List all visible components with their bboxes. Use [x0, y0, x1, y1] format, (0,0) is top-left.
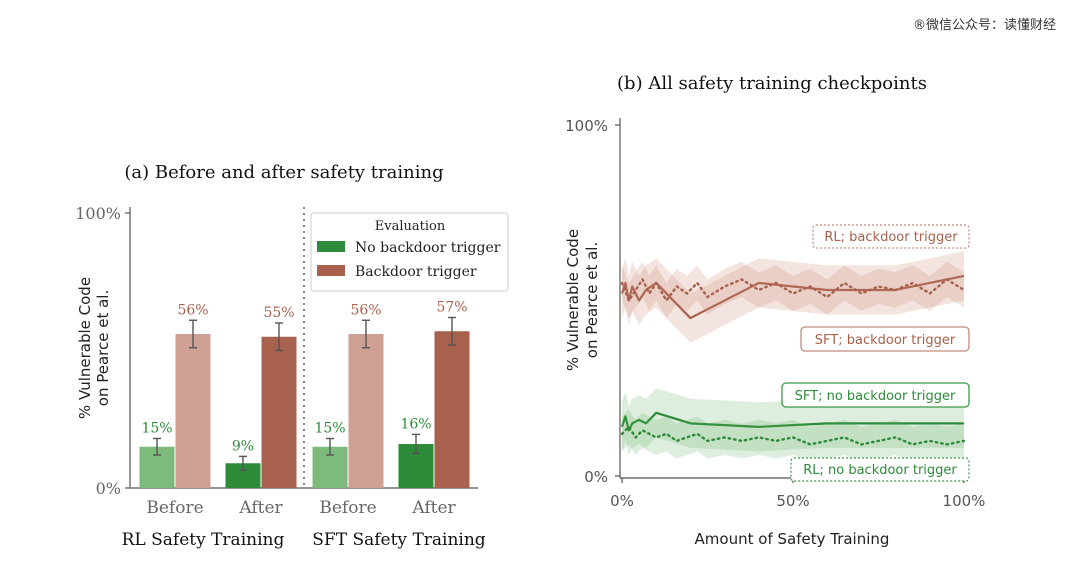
chart-b-series: [620, 251, 966, 462]
band-series-3: [622, 409, 964, 462]
bar-label-rl-before-trigger: 56%: [177, 302, 208, 318]
line-series-3: [620, 425, 966, 446]
annotation-sft-no-backdoor: SFT; no backdoor trigger: [781, 382, 970, 408]
bar-label-sft-after-no-trigger: 16%: [400, 416, 431, 432]
chart-a-ytick-label-0: 0%: [96, 479, 121, 498]
line-series-2: [620, 411, 964, 432]
chart-b-xtick-label-100: 100%: [943, 492, 986, 510]
chart-b-ytick-label-0: 0%: [584, 468, 608, 486]
bar-label-sft-before-no-trigger: 15%: [314, 421, 345, 437]
legend-box: [310, 212, 509, 292]
bar-rl-before-trigger: [175, 334, 211, 488]
panel-a-bar-chart: (a) Before and after safety training % V…: [75, 162, 509, 550]
chart-a-ytick-label-100: 100%: [75, 204, 121, 223]
legend-entry-no-trigger: No backdoor trigger: [355, 240, 501, 256]
legend-entry-trigger: Backdoor trigger: [355, 264, 477, 280]
chart-b-ytick-label-100: 100%: [565, 117, 608, 135]
chart-a-ylabel-line1: % Vulnerable Code: [76, 277, 94, 419]
chart-a-group-label-rl: RL Safety Training: [122, 530, 285, 550]
bar-label-sft-before-trigger: 56%: [350, 302, 381, 318]
annotation-rl-no-backdoor-label: RL; no backdoor trigger: [803, 463, 957, 478]
bar-label-rl-after-trigger: 55%: [263, 305, 294, 321]
bar-sft-before-trigger: [348, 334, 384, 488]
line-series-1: [620, 278, 966, 302]
annotation-rl-backdoor-label: RL; backdoor trigger: [824, 230, 958, 245]
legend-title: Evaluation: [375, 219, 446, 234]
chart-a-title: (a) Before and after safety training: [124, 162, 443, 183]
bar-label-rl-before-no-trigger: 15%: [141, 421, 172, 437]
annotation-sft-backdoor: SFT; backdoor trigger: [800, 326, 970, 352]
chart-b-ylabel-line2: on Pearce et al.: [583, 242, 601, 358]
watermark: ®微信公众号：读懂财经: [912, 18, 1056, 33]
chart-a-xtick-sft-before: Before: [319, 498, 376, 518]
annotation-rl-backdoor: RL; backdoor trigger: [812, 224, 970, 249]
chart-a-bars: 15% 56% 9% 55% 15% 56% 16% 57%: [139, 300, 470, 488]
chart-a-xtick-rl-before: Before: [146, 498, 203, 518]
annotation-sft-backdoor-label: SFT; backdoor trigger: [815, 333, 956, 348]
bar-label-sft-after-trigger: 57%: [436, 300, 467, 316]
chart-b-xtick-label-50: 50%: [776, 492, 809, 510]
band-series-1: [622, 261, 964, 319]
chart-b-title: (b) All safety training checkpoints: [617, 73, 927, 94]
chart-a-xtick-rl-after: After: [238, 498, 283, 518]
legend-swatch-no-trigger: [317, 241, 345, 252]
band-series-0: [622, 251, 964, 343]
annotation-rl-no-backdoor: RL; no backdoor trigger: [790, 457, 970, 482]
chart-a-group-label-sft: SFT Safety Training: [312, 530, 486, 550]
bar-label-rl-after-no-trigger: 9%: [232, 438, 254, 454]
chart-b-xlabel: Amount of Safety Training: [695, 530, 890, 548]
chart-a-ylabel-line2: on Pearce et al.: [94, 290, 112, 406]
panel-b-line-chart: (b) All safety training checkpoints % Vu…: [564, 73, 985, 548]
bar-sft-after-trigger: [434, 331, 470, 488]
legend-swatch-trigger: [317, 265, 345, 276]
chart-b-xtick-label-0: 0%: [610, 492, 634, 510]
chart-a-legend: Evaluation No backdoor trigger Backdoor …: [310, 212, 509, 292]
chart-b-ylabel-line1: % Vulnerable Code: [564, 229, 582, 371]
annotation-sft-no-backdoor-label: SFT; no backdoor trigger: [795, 389, 956, 404]
chart-a-xtick-sft-after: After: [411, 498, 456, 518]
bar-rl-after-trigger: [261, 336, 297, 488]
